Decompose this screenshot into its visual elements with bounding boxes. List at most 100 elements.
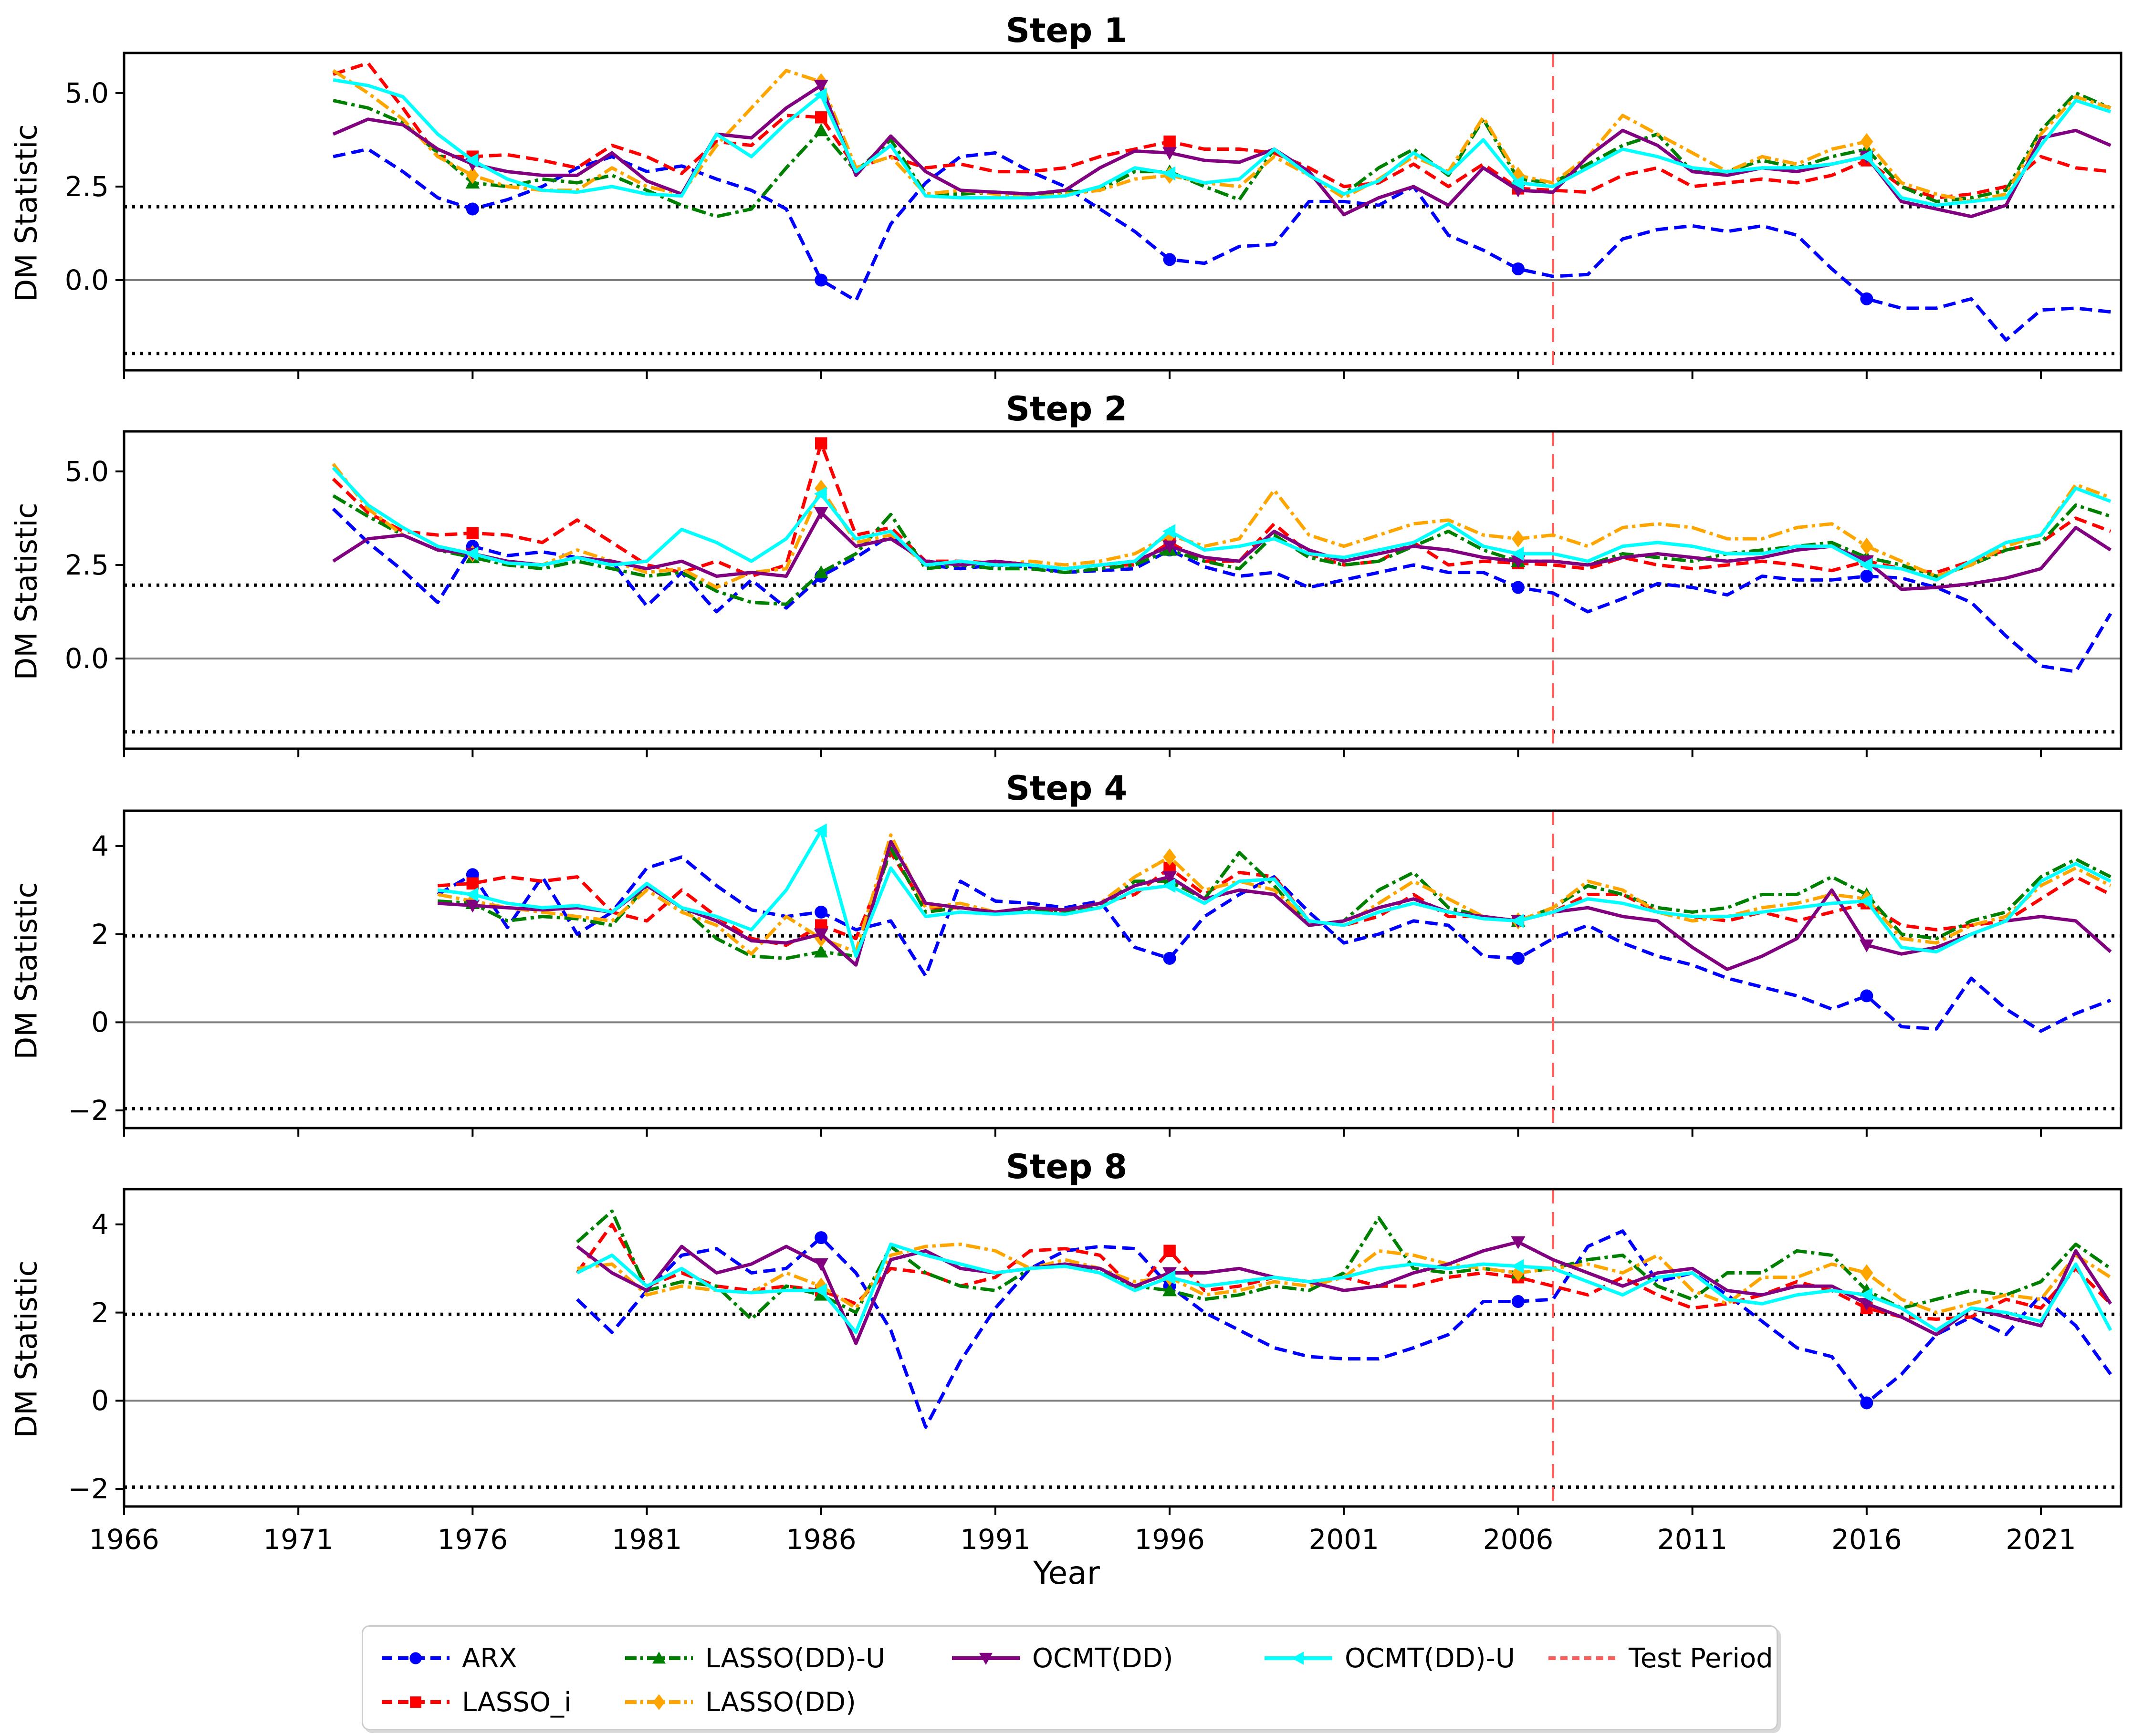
- series-ocmt_dd_u: [437, 829, 2112, 958]
- panel-title-step-2: Step 2: [1005, 389, 1128, 429]
- marker-lasso_i: [815, 437, 827, 450]
- series-ocmt_dd_u: [332, 466, 2112, 582]
- x-tick-label: 2021: [2006, 1523, 2076, 1556]
- legend-label-lasso-dd-u: LASSO(DD)-U: [705, 1642, 886, 1674]
- y-tick-label: 0.0: [64, 642, 109, 675]
- marker-lasso_dd: [1511, 530, 1525, 548]
- legend-label-arx: ARX: [462, 1642, 517, 1674]
- legend: ARX LASSO_i LASSO(DD)-U LASSO(DD) OCMT(D…: [362, 1625, 1778, 1730]
- marker-arx: [815, 273, 828, 287]
- legend-swatch-arx: [382, 1652, 450, 1664]
- series-arx: [576, 1229, 2112, 1429]
- marker-ocmt_dd_u: [1511, 546, 1524, 561]
- y-tick-label: 5.0: [64, 455, 109, 488]
- x-tick-label: 2006: [1483, 1523, 1554, 1556]
- panel-spine: [123, 1188, 2123, 1508]
- marker-lasso_i: [1163, 1244, 1176, 1257]
- marker-ocmt_dd: [1859, 939, 1874, 952]
- legend-marker: [409, 1652, 422, 1664]
- legend-label-ocmt-dd: OCMT(DD): [1032, 1642, 1173, 1674]
- y-tick-label: −2: [68, 1094, 109, 1127]
- marker-ocmt_dd_u: [814, 1283, 827, 1298]
- series-lasso_i: [332, 441, 2112, 578]
- legend-label-test-period: Test Period: [1629, 1642, 1773, 1674]
- marker-ocmt_dd_u: [1162, 878, 1176, 893]
- series-ocmt_dd: [332, 511, 2112, 591]
- marker-arx: [1860, 569, 1873, 583]
- marker-ocmt_dd_u: [1162, 1270, 1176, 1285]
- marker-ocmt_dd_u: [1162, 524, 1176, 539]
- marker-arx: [1163, 253, 1176, 266]
- legend-swatch-lasso-dd-u: [625, 1652, 693, 1664]
- series-lasso_dd_u: [438, 847, 2112, 960]
- x-tick-label: 2011: [1657, 1523, 1728, 1556]
- marker-arx: [1511, 952, 1525, 965]
- marker-ocmt_dd_u: [465, 887, 479, 902]
- y-tick-label: 5.0: [64, 76, 109, 109]
- series-lasso_dd_u: [576, 1209, 2112, 1321]
- marker-ocmt_dd_u: [465, 153, 479, 168]
- series-ocmt_dd_u: [333, 78, 2112, 207]
- panel-title-step-4: Step 4: [1005, 769, 1128, 808]
- x-tick-label: 2001: [1308, 1523, 1380, 1556]
- series-ocmt_dd: [332, 84, 2112, 219]
- series-lasso_dd_u: [332, 494, 2112, 606]
- marker-ocmt_dd: [1162, 540, 1177, 554]
- marker-ocmt_dd: [814, 80, 828, 93]
- marker-ocmt_dd_u: [465, 546, 479, 561]
- panel-plot-area-step-2: [124, 431, 2121, 749]
- y-tick-label: 4: [91, 1208, 109, 1241]
- legend-marker: [653, 1694, 665, 1710]
- marker-ocmt_dd: [1511, 1236, 1526, 1249]
- marker-lasso_i: [466, 527, 479, 540]
- marker-ocmt_dd_u: [814, 823, 827, 838]
- y-tick-label: 2: [91, 918, 109, 951]
- y-tick-label: 0: [91, 1384, 109, 1417]
- y-tick-label: 2.5: [64, 170, 109, 203]
- marker-lasso_i: [1163, 136, 1176, 148]
- marker-lasso_dd: [1163, 848, 1176, 866]
- marker-ocmt_dd_u: [814, 486, 827, 501]
- x-tick-label: 1986: [785, 1523, 857, 1556]
- marker-arx: [1860, 1396, 1873, 1410]
- series-arx: [333, 147, 2111, 342]
- panel-plot-area-step-8: [124, 1189, 2121, 1506]
- marker-arx: [466, 202, 479, 216]
- marker-ocmt_dd_u: [1859, 149, 1872, 164]
- legend-swatch-lasso-dd: [625, 1694, 693, 1710]
- x-axis-label: Year: [1033, 1555, 1100, 1591]
- legend-item-lasso-dd: LASSO(DD): [623, 1683, 856, 1721]
- marker-lasso_dd_u: [1162, 1283, 1177, 1297]
- marker-arx: [1511, 1295, 1525, 1308]
- marker-arx: [815, 905, 828, 919]
- marker-ocmt_dd: [814, 507, 828, 520]
- marker-lasso_i: [815, 111, 827, 124]
- marker-lasso_dd: [1860, 1264, 1873, 1282]
- legend-marker: [410, 1696, 421, 1708]
- series-arx: [332, 507, 2112, 673]
- legend-marker: [1292, 1652, 1304, 1665]
- marker-arx: [1511, 262, 1525, 275]
- panel-spine: [123, 809, 2123, 1129]
- legend-swatch-lasso-i: [382, 1696, 450, 1708]
- marker-ocmt_dd: [1859, 1298, 1874, 1311]
- marker-ocmt_dd_u: [1511, 913, 1524, 928]
- legend-swatch-ocmt-dd: [952, 1652, 1020, 1665]
- series-lasso_i: [333, 61, 2111, 199]
- x-tick-label: 1991: [960, 1523, 1031, 1556]
- panel-title-step-8: Step 8: [1005, 1147, 1128, 1186]
- x-tick-label: 1981: [611, 1523, 682, 1556]
- legend-item-lasso-i: LASSO_i: [380, 1683, 572, 1721]
- marker-arx: [1860, 292, 1873, 305]
- x-tick-label: 1971: [263, 1523, 334, 1556]
- series-lasso_i: [575, 1223, 2112, 1321]
- marker-ocmt_dd_u: [1511, 176, 1524, 190]
- marker-ocmt_dd_u: [1859, 557, 1872, 572]
- panel-title-step-1: Step 1: [1005, 11, 1128, 50]
- x-tick-label: 2016: [1831, 1523, 1902, 1556]
- legend-label-lasso-dd: LASSO(DD): [705, 1686, 856, 1718]
- x-tick-label: 1976: [437, 1523, 508, 1556]
- marker-arx: [1163, 952, 1176, 965]
- legend-item-ocmt-dd-u: OCMT(DD)-U: [1263, 1639, 1515, 1677]
- marker-ocmt_dd_u: [1859, 1287, 1872, 1302]
